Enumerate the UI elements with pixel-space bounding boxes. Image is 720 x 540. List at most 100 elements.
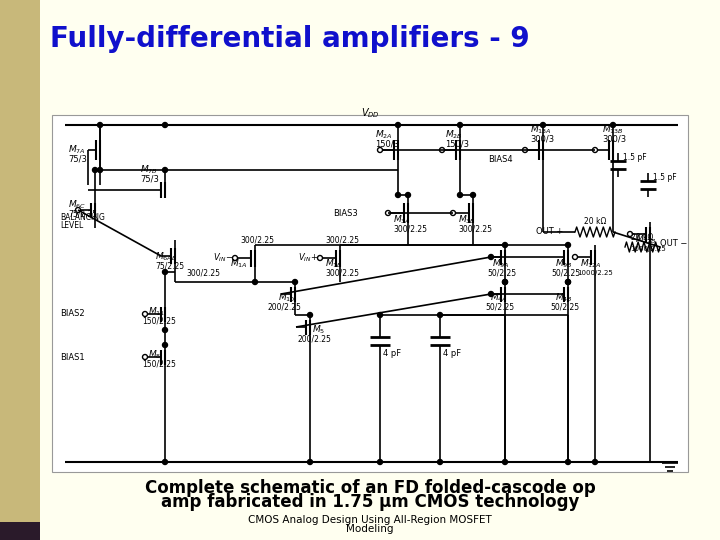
- Text: 4 pF: 4 pF: [383, 348, 401, 357]
- Circle shape: [593, 460, 598, 464]
- Circle shape: [457, 192, 462, 198]
- Text: 300/2.25: 300/2.25: [325, 235, 359, 245]
- Text: 150/2.25: 150/2.25: [142, 316, 176, 326]
- Circle shape: [307, 313, 312, 318]
- Circle shape: [253, 280, 258, 285]
- Bar: [0, 0, 40, 540]
- Text: BALANCING: BALANCING: [60, 213, 105, 222]
- Text: 20 kΩ: 20 kΩ: [631, 233, 653, 241]
- Circle shape: [503, 280, 508, 285]
- Text: $M_{12B}$: $M_{12B}$: [635, 234, 657, 246]
- Circle shape: [92, 167, 97, 172]
- Circle shape: [163, 460, 168, 464]
- Text: 1.5 pF: 1.5 pF: [653, 172, 677, 181]
- Text: 50/2.25: 50/2.25: [551, 268, 580, 278]
- Text: 300/2.25: 300/2.25: [186, 268, 220, 278]
- Text: 1000/2.25: 1000/2.25: [630, 246, 666, 252]
- Text: 150/3: 150/3: [445, 139, 469, 148]
- Text: Modeling: Modeling: [346, 524, 394, 534]
- Text: 300/2.25: 300/2.25: [393, 225, 427, 233]
- Bar: [52, 115, 688, 472]
- Circle shape: [307, 460, 312, 464]
- Text: 200/2.25: 200/2.25: [298, 334, 332, 343]
- Circle shape: [163, 342, 168, 348]
- Text: 50/2.25: 50/2.25: [487, 268, 516, 278]
- Circle shape: [488, 254, 493, 260]
- Text: $M_{9B}$: $M_{9B}$: [555, 258, 572, 270]
- Text: $M_{3A}$: $M_{3A}$: [393, 214, 410, 226]
- Circle shape: [503, 242, 508, 247]
- Text: OUT +: OUT +: [536, 227, 563, 237]
- Text: LEVEL: LEVEL: [60, 221, 84, 231]
- Text: 300/2.25: 300/2.25: [325, 268, 359, 278]
- Circle shape: [565, 242, 570, 247]
- Text: BIAS3: BIAS3: [333, 208, 358, 218]
- Text: $V_{DD}$: $V_{DD}$: [361, 106, 379, 120]
- Text: $M_8$: $M_8$: [148, 349, 161, 361]
- Text: Fully-differential amplifiers - 9: Fully-differential amplifiers - 9: [50, 25, 530, 53]
- Text: 20 kΩ: 20 kΩ: [584, 218, 606, 226]
- Text: $M_{1B}$: $M_{1B}$: [325, 258, 343, 270]
- Circle shape: [541, 123, 546, 127]
- Text: 150/3: 150/3: [375, 139, 399, 148]
- Circle shape: [565, 280, 570, 285]
- Circle shape: [377, 313, 382, 318]
- Circle shape: [97, 123, 102, 127]
- Text: $M_5$: $M_5$: [312, 324, 325, 336]
- Circle shape: [565, 460, 570, 464]
- Text: $M_{4B}$: $M_{4B}$: [555, 292, 572, 304]
- Text: $M_{13A}$: $M_{13A}$: [530, 124, 552, 136]
- Text: 300/2.25: 300/2.25: [458, 225, 492, 233]
- Text: 150/2.25: 150/2.25: [142, 360, 176, 368]
- Text: 200/2.25: 200/2.25: [268, 302, 302, 312]
- Circle shape: [395, 123, 400, 127]
- Text: CMOS Analog Design Using All-Region MOSFET: CMOS Analog Design Using All-Region MOSF…: [248, 515, 492, 525]
- Circle shape: [163, 269, 168, 274]
- Text: 4 pF: 4 pF: [443, 348, 461, 357]
- Text: $V_{IN}$+: $V_{IN}$+: [298, 252, 318, 264]
- Text: $M_{6AB}$: $M_{6AB}$: [155, 251, 177, 263]
- Text: 50/2.25: 50/2.25: [550, 302, 579, 312]
- Circle shape: [163, 123, 168, 127]
- Text: 300/2.25: 300/2.25: [240, 235, 274, 245]
- Circle shape: [405, 192, 410, 198]
- Text: $V_{IN}$−: $V_{IN}$−: [213, 252, 233, 264]
- Text: $M_{7A}$: $M_{7A}$: [68, 144, 86, 156]
- Text: $M_{9A}$: $M_{9A}$: [492, 258, 510, 270]
- Text: $M_{7B}$: $M_{7B}$: [140, 164, 158, 176]
- Text: BIAS4: BIAS4: [488, 156, 513, 165]
- Circle shape: [488, 292, 493, 296]
- Circle shape: [503, 460, 508, 464]
- Text: $M_{11}$: $M_{11}$: [148, 306, 166, 318]
- Text: $M_{13B}$: $M_{13B}$: [602, 124, 624, 136]
- Circle shape: [438, 460, 443, 464]
- Text: 1.5 pF: 1.5 pF: [623, 152, 647, 161]
- Circle shape: [457, 123, 462, 127]
- Text: BIAS1: BIAS1: [60, 353, 85, 361]
- Text: 300/3: 300/3: [602, 134, 626, 144]
- Text: 50/2.25: 50/2.25: [485, 302, 514, 312]
- Circle shape: [292, 280, 297, 285]
- Text: 1000/2.25: 1000/2.25: [577, 270, 613, 276]
- Text: $M_{2A}$: $M_{2A}$: [375, 129, 392, 141]
- Circle shape: [163, 167, 168, 172]
- Circle shape: [611, 123, 616, 127]
- Text: $M_{3B}$: $M_{3B}$: [458, 214, 476, 226]
- Circle shape: [503, 280, 508, 285]
- Text: 75/3: 75/3: [140, 174, 159, 184]
- Circle shape: [163, 327, 168, 333]
- Circle shape: [395, 192, 400, 198]
- Circle shape: [377, 460, 382, 464]
- Text: $M_{2B}$: $M_{2B}$: [445, 129, 463, 141]
- Text: 75/2.25: 75/2.25: [155, 261, 184, 271]
- Circle shape: [470, 192, 475, 198]
- Text: amp fabricated in 1.75 μm CMOS technology: amp fabricated in 1.75 μm CMOS technolog…: [161, 493, 579, 511]
- Text: 75/3: 75/3: [68, 154, 87, 164]
- Text: OUT −: OUT −: [660, 240, 688, 248]
- Circle shape: [97, 167, 102, 172]
- Text: 300/3: 300/3: [530, 134, 554, 144]
- Text: Complete schematic of an FD folded-cascode op: Complete schematic of an FD folded-casco…: [145, 479, 595, 497]
- Text: $M_{4A}$: $M_{4A}$: [490, 292, 508, 304]
- Circle shape: [565, 280, 570, 285]
- Text: $M_{1A}$: $M_{1A}$: [230, 258, 248, 270]
